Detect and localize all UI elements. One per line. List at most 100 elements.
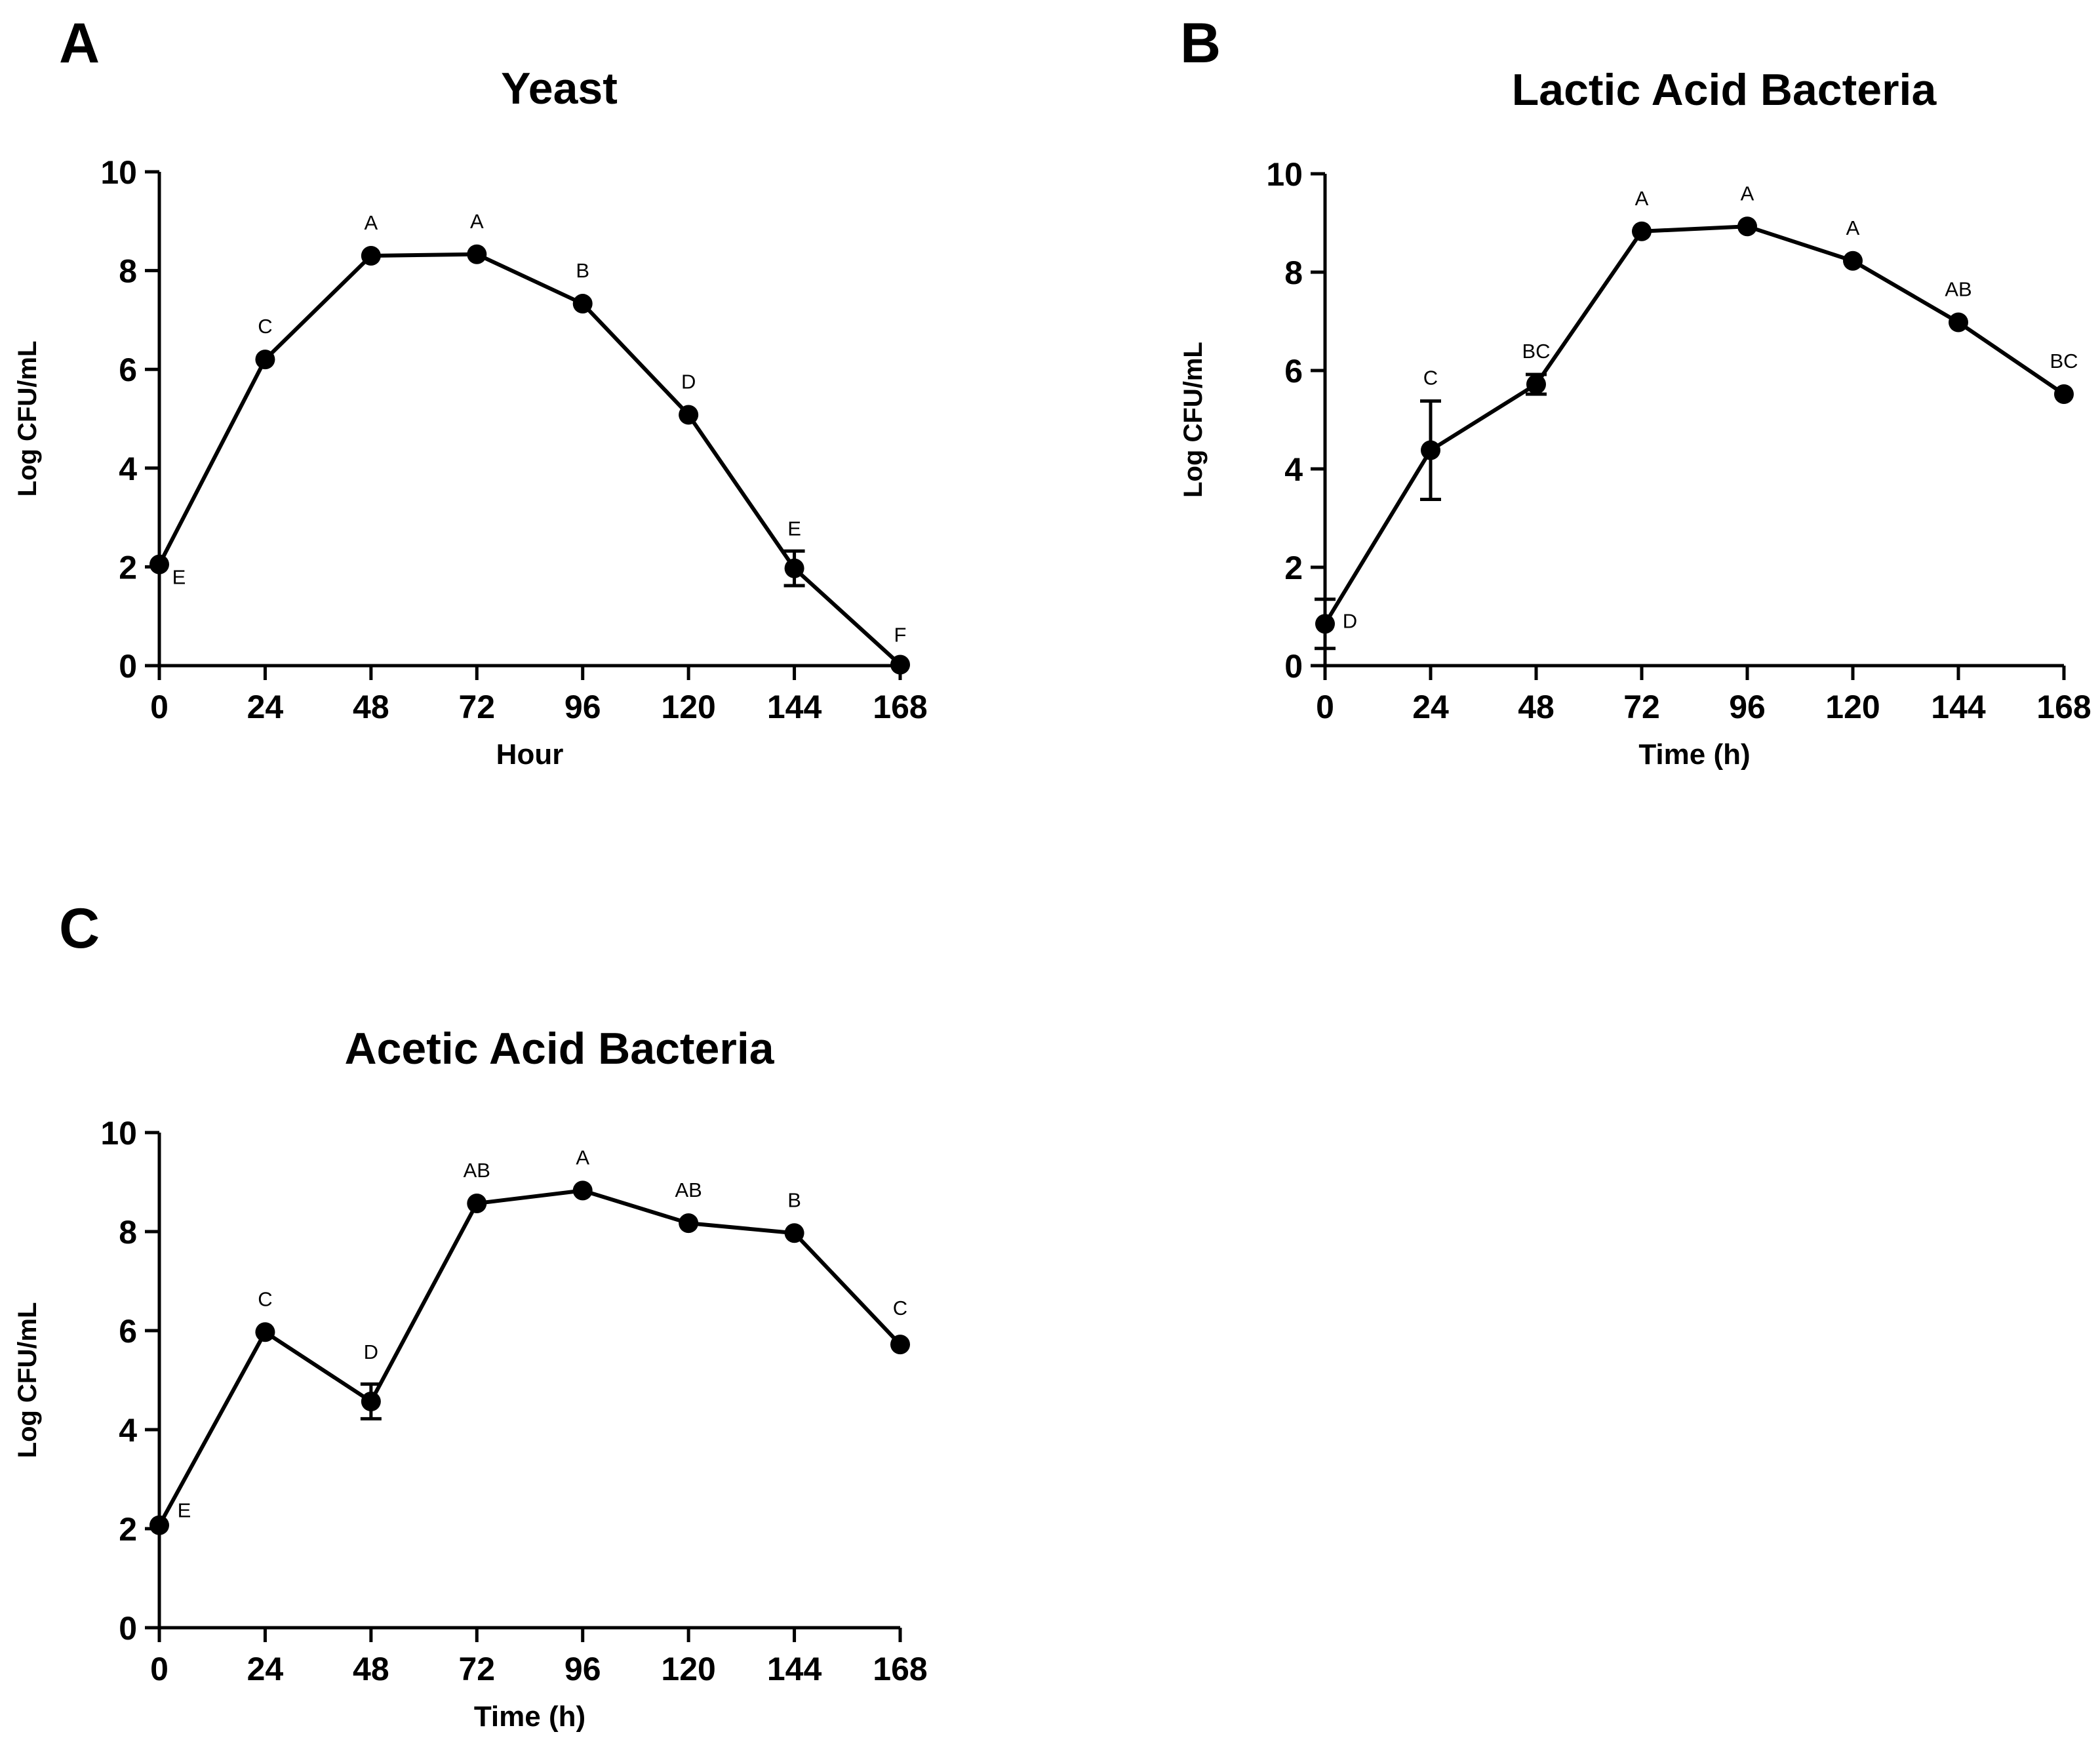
data-point [1632, 221, 1652, 241]
data-label: C [893, 1297, 907, 1319]
y-tick-label: 10 [100, 1115, 137, 1152]
data-label: BC [1522, 340, 1550, 363]
data-point [890, 1335, 910, 1355]
series-line [1323, 224, 2065, 625]
data-point [467, 1193, 487, 1213]
x-tick-label: 48 [353, 689, 389, 725]
x-tick-label: 168 [873, 689, 927, 725]
panel-letter: C [59, 897, 100, 960]
series-line [157, 1188, 902, 1527]
series-line [157, 252, 902, 666]
data-point [572, 1180, 593, 1201]
data-label: E [172, 566, 186, 589]
y-tick-label: 8 [119, 253, 137, 290]
y-tick-label: 2 [119, 1511, 137, 1548]
y-tick-label: 10 [1266, 156, 1303, 193]
data-point [1843, 251, 1863, 271]
data-label: B [787, 1188, 801, 1211]
x-axis-label: Hour [496, 738, 564, 771]
panel-letter: B [1180, 12, 1221, 75]
data-point [255, 350, 275, 370]
x-tick-label: 48 [1518, 689, 1555, 725]
x-tick-label: 96 [565, 689, 601, 725]
x-tick-label: 24 [1412, 689, 1449, 725]
y-tick-label: 0 [119, 648, 137, 685]
x-tick-label: 120 [661, 689, 715, 725]
y-tick-label: 8 [1284, 254, 1303, 291]
y-tick-label: 8 [119, 1214, 137, 1251]
x-tick-label: 168 [873, 1651, 927, 1687]
x-tick-label: 0 [150, 1651, 168, 1687]
data-label: AB [464, 1159, 490, 1182]
y-tick-label: 4 [1284, 451, 1303, 488]
data-label: D [364, 1340, 378, 1363]
data-label: A [470, 210, 484, 233]
data-point [1526, 374, 1546, 394]
data-label: A [576, 1146, 589, 1169]
data-label: E [178, 1499, 191, 1522]
x-tick-label: 72 [1623, 689, 1660, 725]
data-label: C [258, 1287, 272, 1310]
data-label: AB [675, 1178, 702, 1201]
y-tick-label: 6 [119, 352, 137, 388]
data-label: BC [2050, 350, 2078, 372]
y-tick-label: 0 [1284, 648, 1303, 685]
data-label: B [576, 259, 589, 282]
y-tick-label: 2 [119, 549, 137, 586]
data-point [467, 244, 487, 264]
data-point [1315, 614, 1335, 634]
data-label: E [787, 517, 801, 540]
data-label: D [1343, 609, 1357, 632]
y-tick-label: 4 [119, 1412, 137, 1449]
data-label: AB [1945, 278, 1971, 301]
data-label: D [681, 370, 696, 393]
x-tick-label: 96 [565, 1651, 601, 1687]
x-tick-label: 168 [2036, 689, 2091, 725]
y-axis-label: Log CFU/mL [1179, 342, 1208, 498]
y-tick-label: 10 [100, 154, 137, 191]
data-label: F [894, 623, 907, 646]
data-point [255, 1322, 275, 1342]
x-tick-label: 72 [458, 1651, 495, 1687]
data-point [890, 654, 910, 675]
data-point [1949, 312, 1968, 332]
data-point [2054, 384, 2074, 404]
x-axis-label: Time (h) [1638, 738, 1750, 771]
chart-title: Yeast [501, 64, 618, 113]
x-tick-label: 120 [1825, 689, 1880, 725]
data-label: A [1846, 216, 1860, 239]
data-point [679, 405, 699, 425]
data-point [572, 294, 593, 314]
y-tick-label: 6 [1284, 353, 1303, 390]
data-point [149, 554, 169, 574]
data-point [784, 1223, 804, 1243]
x-tick-label: 144 [1931, 689, 1986, 725]
y-axis-label: Log CFU/mL [13, 341, 42, 497]
x-tick-label: 0 [1316, 689, 1334, 725]
x-tick-label: 24 [247, 1651, 284, 1687]
chart-title: Lactic Acid Bacteria [1512, 65, 1937, 115]
data-point [361, 1391, 381, 1411]
data-point [361, 246, 381, 266]
x-tick-label: 0 [150, 689, 168, 725]
data-label: A [1635, 187, 1649, 210]
data-point [679, 1213, 699, 1234]
y-tick-label: 6 [119, 1313, 137, 1350]
y-tick-label: 0 [119, 1610, 137, 1647]
data-label: A [1741, 182, 1754, 205]
data-point [1421, 440, 1440, 460]
data-point [784, 558, 804, 578]
x-tick-label: 96 [1729, 689, 1766, 725]
x-tick-label: 24 [247, 689, 284, 725]
data-label: C [1423, 367, 1438, 390]
chart-title: Acetic Acid Bacteria [344, 1024, 774, 1074]
data-point [149, 1515, 169, 1535]
data-point [1737, 216, 1757, 237]
x-tick-label: 144 [767, 689, 822, 725]
data-label: A [365, 211, 378, 234]
y-tick-label: 4 [119, 451, 137, 487]
